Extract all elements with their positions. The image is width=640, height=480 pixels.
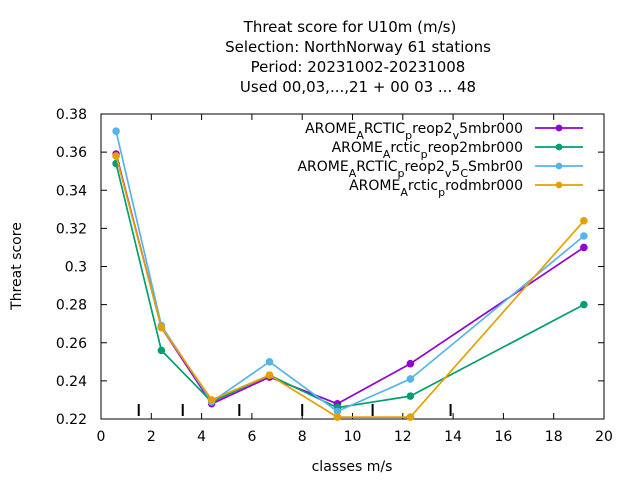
legend-label-part: AROME	[332, 140, 383, 156]
chart-title-line-2: Selection: NorthNorway 61 stations	[225, 38, 491, 56]
legend-label-part: rctic	[408, 178, 438, 194]
chart-title: Threat score for U10m (m/s) Selection: N…	[225, 18, 491, 96]
legend-label-part: p	[397, 167, 404, 180]
series-2	[112, 159, 588, 412]
legend-label-part: A	[400, 186, 408, 199]
legend-entry-4: AROMEArcticprodmbr000	[349, 178, 583, 199]
chart-title-line-4: Used 00,03,...,21 + 00 03 ... 48	[240, 78, 476, 96]
data-point	[157, 323, 166, 332]
legend-label-part: A	[356, 129, 364, 142]
chart-title-line-3: Period: 20231002-20231008	[251, 58, 466, 76]
x-tick-label: 16	[494, 429, 512, 445]
legend-label-part: Smbr00	[468, 159, 523, 175]
legend-label-part: reop2	[412, 121, 452, 137]
plot-frame	[100, 113, 605, 420]
y-tick-label: 0.32	[56, 221, 87, 237]
data-point	[112, 152, 120, 160]
series-layer	[112, 127, 588, 421]
data-point	[580, 300, 588, 309]
legend-label-part: RCTIC	[356, 159, 397, 175]
legend-label: AROMEArcticpreop2mbr000	[332, 140, 523, 161]
y-tick-label: 0.38	[56, 107, 87, 123]
legend-label-part: rctic	[390, 140, 420, 156]
series-line	[115, 155, 585, 418]
data-point	[406, 413, 415, 421]
legend-label: AROMEARCTICpreop2v5CSmbr00	[297, 159, 523, 180]
legend-label-part: p	[438, 186, 445, 199]
legend-label-part: v	[453, 129, 460, 142]
legend-entry-1: AROMEARCTICpreop2v5mbr000	[305, 121, 583, 142]
series-4	[112, 152, 588, 421]
data-point	[406, 359, 415, 368]
legend-entry-2: AROMEArcticpreop2mbr000	[332, 140, 583, 161]
legend-label-part: AROME	[305, 121, 356, 137]
legend-label-part: RCTIC	[364, 121, 405, 137]
data-point	[157, 346, 166, 355]
data-point	[580, 232, 588, 240]
legend-marker	[555, 124, 563, 132]
x-tick-label: 10	[344, 429, 362, 445]
legend-label-part: p	[421, 148, 428, 161]
legend-entry-3: AROMEARCTICpreop2v5CSmbr00	[297, 159, 583, 180]
data-point	[580, 216, 588, 225]
x-tick-label: 2	[147, 429, 156, 445]
data-point	[406, 392, 415, 400]
x-axis-label: classes m/s	[312, 459, 393, 475]
legend-label-part: 5mbr000	[459, 121, 523, 137]
x-tick-label: 0	[97, 429, 106, 445]
legend-label: AROMEArcticprodmbr000	[349, 178, 523, 199]
legend-label-part: AROME	[297, 159, 348, 175]
x-tick-label: 18	[545, 429, 563, 445]
data-point	[580, 243, 588, 252]
x-tick-label: 20	[595, 429, 613, 445]
legend-marker	[555, 162, 563, 170]
chart-title-line-1: Threat score for U10m (m/s)	[243, 18, 457, 36]
legend-label-part: reop2	[404, 159, 444, 175]
legend-label-part: 5	[451, 159, 460, 175]
legend-label-part: C	[460, 167, 468, 180]
legend-label-part: reop2mbr000	[428, 140, 523, 156]
x-tick-label: 8	[298, 429, 307, 445]
data-point	[333, 413, 342, 421]
y-tick-label: 0.36	[56, 145, 87, 161]
data-point	[406, 375, 415, 383]
y-axis-label: Threat score	[9, 222, 25, 311]
legend-label-part: AROME	[349, 178, 400, 194]
data-point	[112, 127, 120, 135]
x-tick-label: 12	[394, 429, 412, 445]
legend-label-part: A	[383, 148, 391, 161]
x-tick-label: 4	[197, 429, 206, 445]
data-point	[265, 358, 274, 366]
legend-label: AROMEARCTICpreop2v5mbr000	[305, 121, 523, 142]
data-point	[207, 396, 216, 404]
x-tick-label: 6	[247, 429, 256, 445]
legend-label-part: A	[349, 167, 357, 180]
axes: 0 2 4 6 8 10 12 14 16 18 20 0.22 0.24 0.26 0.28 0.3 0.32…	[56, 107, 613, 445]
data-point	[265, 371, 274, 379]
legend-label-part: rodmbr000	[445, 178, 523, 194]
y-tick-label: 0.26	[56, 336, 87, 352]
legend-label-part: v	[445, 167, 452, 180]
legend-marker	[555, 143, 563, 151]
series-line	[115, 163, 585, 409]
y-tick-label: 0.34	[56, 183, 87, 199]
y-tick-label: 0.22	[56, 412, 87, 428]
y-tick-label: 0.24	[56, 374, 87, 390]
legend-label-part: p	[405, 129, 412, 142]
legend-marker	[555, 181, 563, 189]
x-tick-label: 14	[444, 429, 462, 445]
legend: AROMEARCTICpreop2v5mbr000AROMEArcticpreo…	[297, 121, 583, 199]
y-tick-label: 0.3	[65, 260, 87, 276]
y-tick-label: 0.28	[56, 298, 87, 314]
